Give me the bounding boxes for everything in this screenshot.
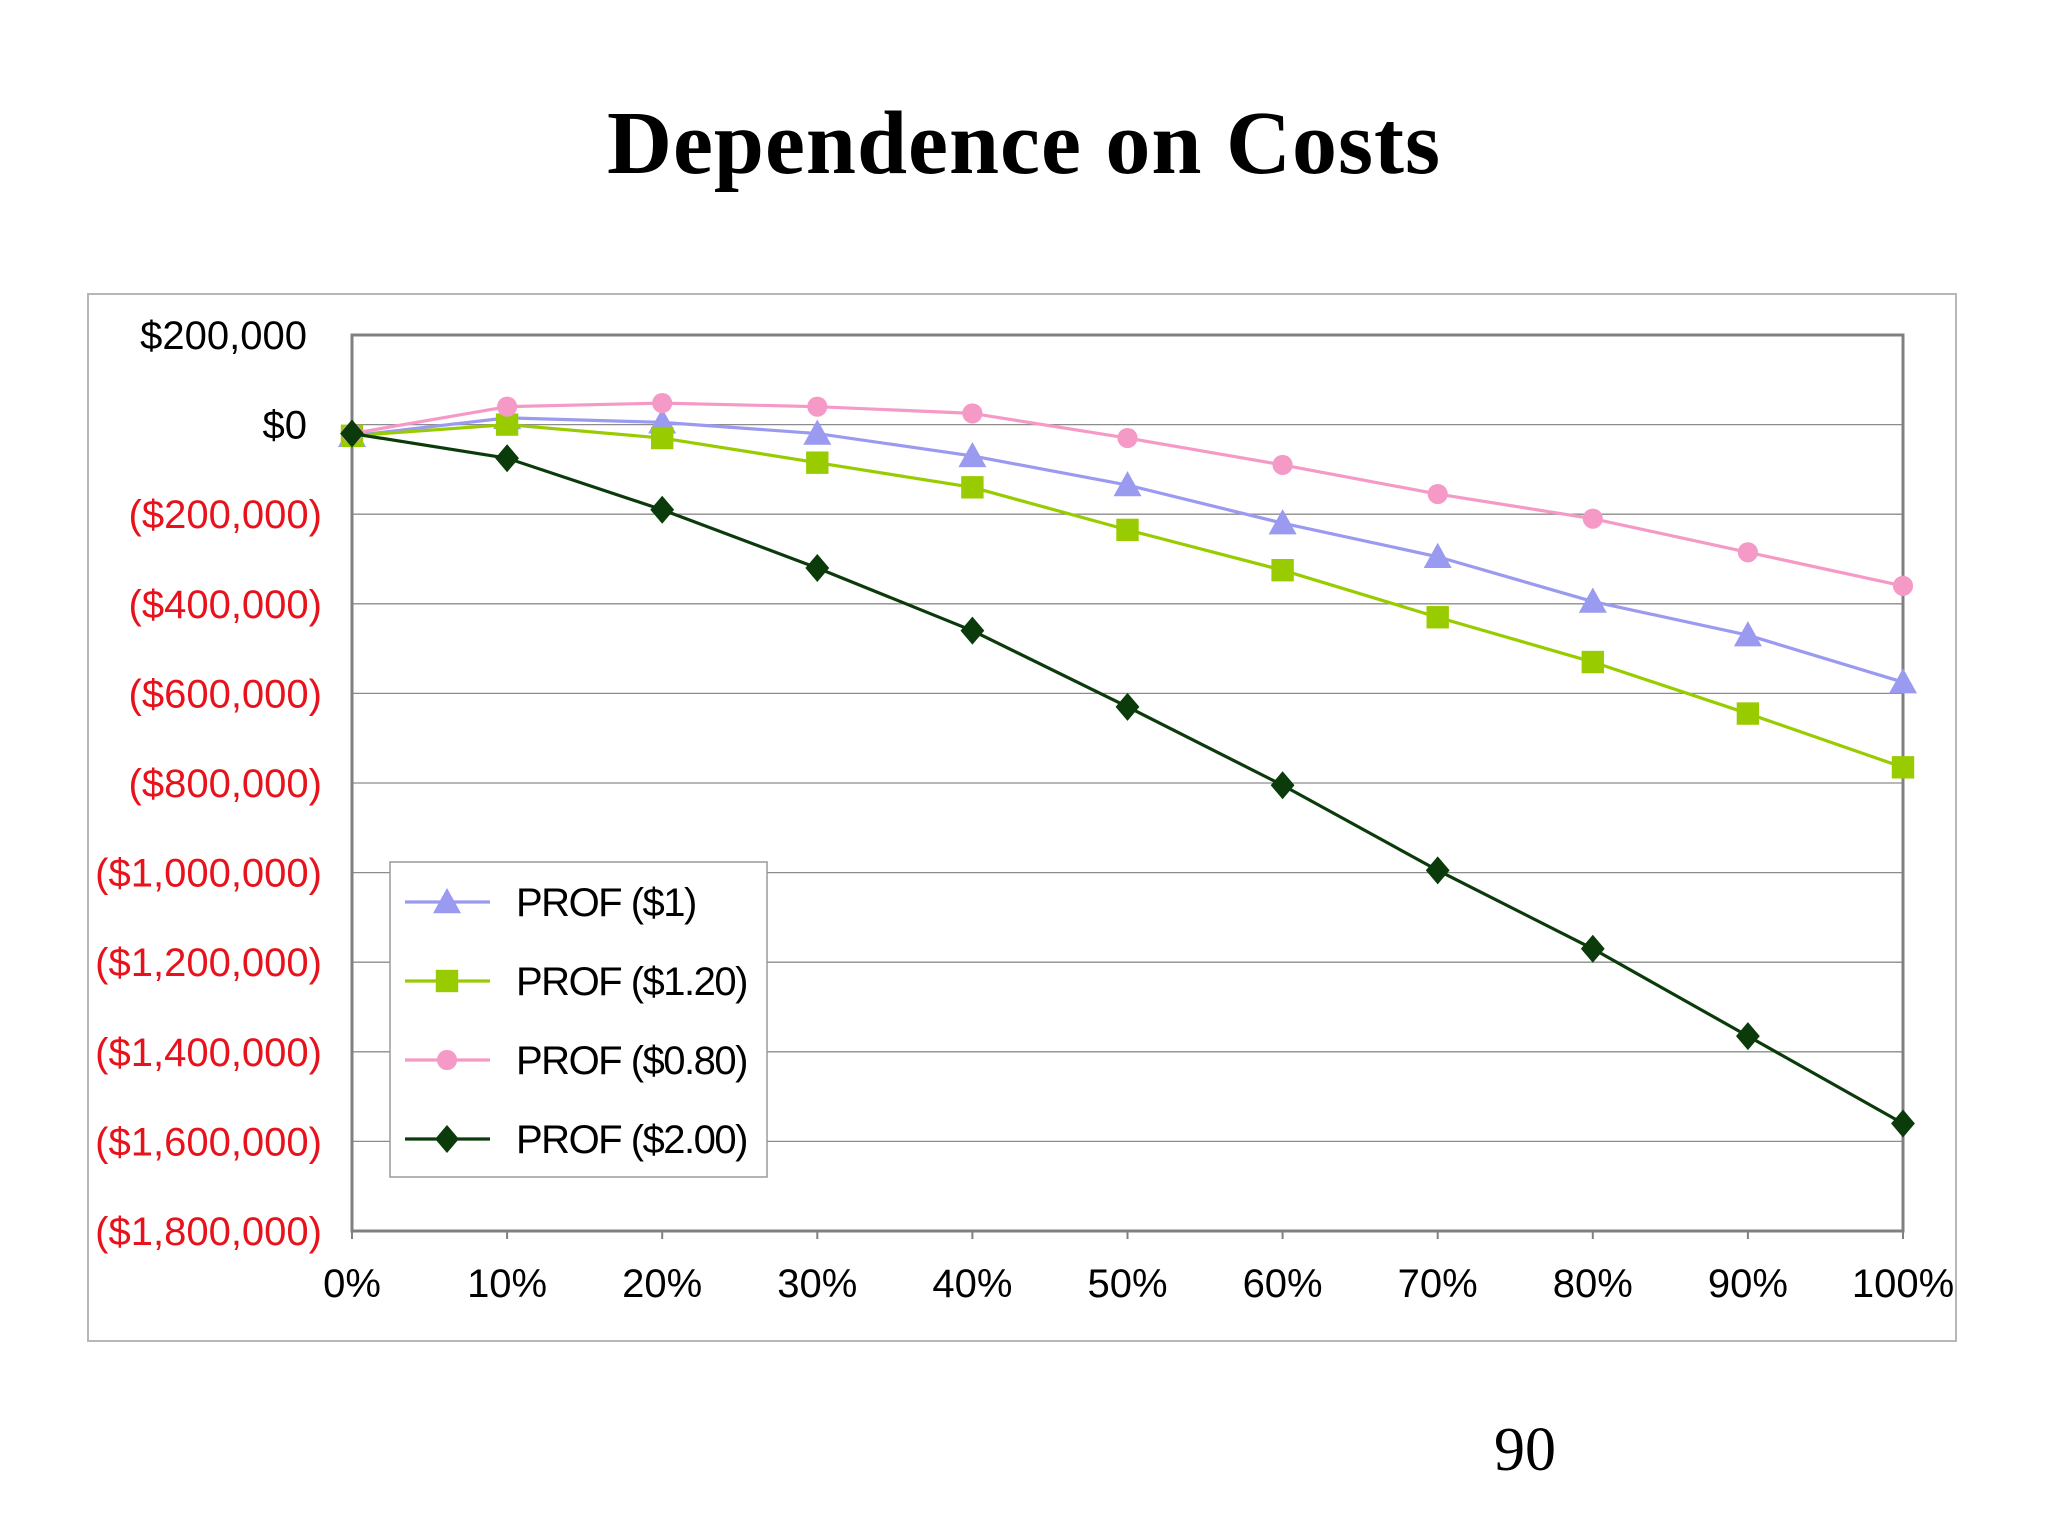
x-tick-label: 70% [1398, 1262, 1478, 1306]
y-tick-label: $0 [263, 404, 308, 448]
x-tick-label: 80% [1553, 1262, 1633, 1306]
x-tick-label: 10% [467, 1262, 547, 1306]
y-tick-label: $200,000 [140, 314, 307, 358]
data-point-series-1 [1116, 518, 1139, 542]
data-point-series-3 [960, 616, 985, 645]
data-point-series-0 [1423, 542, 1452, 568]
data-point-series-0 [1113, 471, 1142, 497]
data-point-series-2 [497, 396, 518, 417]
data-point-series-2 [1737, 542, 1758, 563]
legend-box [389, 861, 768, 1178]
data-point-series-3 [1115, 692, 1140, 721]
data-point-series-1 [1891, 756, 1915, 779]
legend-label: PROF ($2.00) [516, 1118, 747, 1162]
data-point-series-3 [340, 419, 364, 448]
legend-label: PROF ($1.20) [516, 960, 747, 1004]
data-point-series-2 [1427, 483, 1448, 505]
data-point-series-2 [962, 403, 983, 424]
y-tick-label: ($1,200,000) [95, 941, 322, 985]
data-point-series-3 [1580, 934, 1605, 963]
data-point-series-1 [1271, 559, 1294, 582]
data-point-series-0 [1578, 587, 1607, 613]
data-point-series-0 [1268, 509, 1297, 535]
y-tick-label: ($1,800,000) [95, 1210, 322, 1254]
y-tick-label: ($1,000,000) [95, 852, 322, 896]
data-point-series-2 [652, 393, 673, 414]
y-tick-label: ($600,000) [129, 672, 322, 716]
x-tick-label: 20% [622, 1262, 702, 1306]
legend-marker-0 [433, 888, 461, 914]
data-point-series-2 [1272, 454, 1293, 475]
x-tick-label: 60% [1243, 1262, 1323, 1306]
data-point-series-3 [495, 444, 519, 473]
data-point-series-2 [1117, 427, 1138, 449]
data-point-series-3 [1891, 1109, 1915, 1138]
data-point-series-1 [495, 413, 519, 436]
legend-label: PROF ($1) [516, 881, 696, 925]
line-chart: $200,000 $0 ($200,000) ($400,000) ($600,000)… [95, 314, 1954, 1306]
legend-marker-1 [435, 969, 459, 993]
legend-label: PROF ($0.80) [516, 1039, 747, 1083]
data-point-series-1 [806, 451, 829, 474]
data-point-series-1 [1426, 606, 1449, 629]
data-point-series-3 [650, 495, 675, 524]
data-point-series-3 [1425, 856, 1450, 885]
y-tick-label: ($200,000) [129, 493, 322, 537]
x-tick-label: 90% [1708, 1262, 1788, 1306]
data-point-series-2 [1892, 575, 1914, 596]
y-tick-label: ($1,400,000) [95, 1031, 322, 1075]
legend-marker-3 [435, 1125, 459, 1153]
data-point-series-0 [1889, 668, 1917, 694]
x-tick-label: 0% [323, 1262, 381, 1306]
x-tick-label: 30% [777, 1262, 857, 1306]
data-point-series-0 [1733, 621, 1762, 647]
data-point-series-0 [958, 441, 987, 468]
data-point-series-3 [1270, 771, 1295, 800]
data-point-series-3 [805, 553, 830, 582]
x-tick-label: 50% [1087, 1262, 1167, 1306]
data-point-series-1 [1581, 650, 1604, 674]
x-tick-label: 40% [932, 1262, 1012, 1306]
y-tick-label: ($800,000) [129, 762, 322, 806]
series-line-0 [351, 416, 1904, 684]
y-tick-label: ($400,000) [129, 583, 322, 627]
data-point-series-2 [807, 396, 828, 417]
x-tick-label: 100% [1852, 1262, 1954, 1306]
data-point-series-0 [803, 419, 832, 445]
chart-frame: $200,000 $0 ($200,000) ($400,000) ($600,000)… [87, 293, 1957, 1342]
legend-marker-2 [436, 1049, 458, 1071]
data-point-series-1 [651, 426, 674, 450]
y-tick-label: ($1,600,000) [95, 1120, 322, 1164]
data-point-series-2 [1582, 508, 1603, 529]
slide-title: Dependence on Costs [606, 94, 1441, 193]
page-number: 90 [1494, 1416, 1556, 1484]
data-point-series-1 [961, 476, 984, 499]
data-point-series-1 [1736, 702, 1760, 725]
data-point-series-3 [1736, 1022, 1760, 1051]
